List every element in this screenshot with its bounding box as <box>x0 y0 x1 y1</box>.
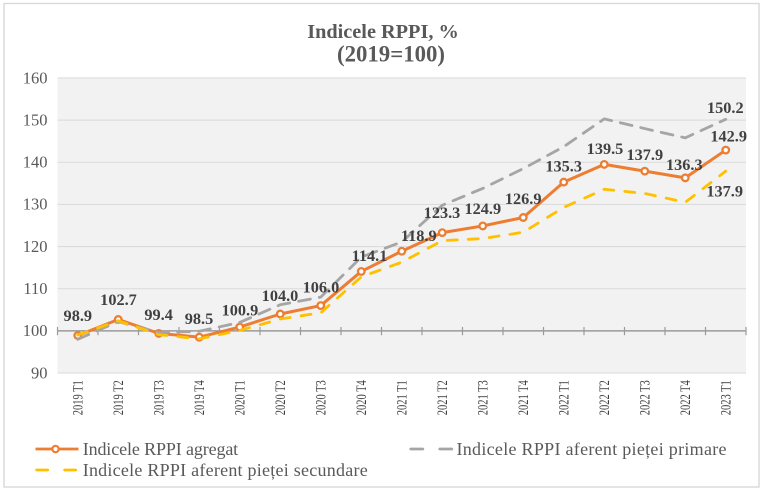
svg-text:Indicele RPPI, %: Indicele RPPI, % <box>307 21 459 43</box>
svg-text:135.3: 135.3 <box>545 156 582 175</box>
svg-text:2022 T4: 2022 T4 <box>678 380 694 416</box>
svg-text:137.9: 137.9 <box>626 145 663 164</box>
svg-text:142.9: 142.9 <box>710 127 747 146</box>
svg-text:100.9: 100.9 <box>222 301 259 320</box>
svg-text:2022 T1: 2022 T1 <box>557 380 573 415</box>
svg-text:114.1: 114.1 <box>352 246 388 265</box>
svg-text:Indicele RPPI agregat: Indicele RPPI agregat <box>83 439 239 459</box>
svg-text:2020 T4: 2020 T4 <box>354 380 370 416</box>
svg-text:90: 90 <box>31 363 48 382</box>
svg-text:124.9: 124.9 <box>464 199 501 218</box>
svg-text:150.2: 150.2 <box>707 98 744 117</box>
svg-text:2020 T3: 2020 T3 <box>314 380 330 415</box>
svg-text:2022 T2: 2022 T2 <box>597 380 613 415</box>
svg-text:100: 100 <box>23 321 48 340</box>
svg-text:137.9: 137.9 <box>706 182 743 201</box>
svg-text:2021 T4: 2021 T4 <box>516 380 532 416</box>
svg-text:104.0: 104.0 <box>262 286 299 305</box>
svg-text:2021 T1: 2021 T1 <box>395 380 411 415</box>
svg-text:2019 T3: 2019 T3 <box>152 380 168 415</box>
svg-text:120: 120 <box>23 237 48 256</box>
svg-text:2022 T3: 2022 T3 <box>638 380 654 415</box>
svg-text:2019 T1: 2019 T1 <box>71 380 87 415</box>
svg-text:150: 150 <box>23 110 48 129</box>
svg-text:126.9: 126.9 <box>505 189 542 208</box>
svg-text:123.3: 123.3 <box>424 203 461 222</box>
svg-text:98.9: 98.9 <box>64 306 93 325</box>
svg-text:2021 T3: 2021 T3 <box>476 380 492 415</box>
svg-text:2019 T4: 2019 T4 <box>192 380 208 416</box>
svg-text:2023 T1: 2023 T1 <box>719 380 735 415</box>
svg-text:130: 130 <box>23 195 48 214</box>
svg-text:2020 T2: 2020 T2 <box>273 380 289 415</box>
svg-text:110: 110 <box>23 279 47 298</box>
svg-text:139.5: 139.5 <box>587 139 624 158</box>
svg-text:2020 T1: 2020 T1 <box>233 380 249 415</box>
svg-text:102.7: 102.7 <box>100 290 137 309</box>
svg-text:Indicele RPPI aferent pieței s: Indicele RPPI aferent pieței secundare <box>83 460 368 480</box>
svg-text:136.3: 136.3 <box>666 155 703 174</box>
svg-text:2019 T2: 2019 T2 <box>111 380 127 415</box>
svg-text:2021 T2: 2021 T2 <box>435 380 451 415</box>
svg-text:118.9: 118.9 <box>401 226 437 245</box>
svg-text:(2019=100): (2019=100) <box>337 41 445 66</box>
svg-text:160: 160 <box>23 68 48 87</box>
svg-text:140: 140 <box>23 153 48 172</box>
svg-text:99.4: 99.4 <box>144 305 173 324</box>
svg-text:106.0: 106.0 <box>303 278 340 297</box>
svg-text:98.5: 98.5 <box>185 309 214 328</box>
svg-text:Indicele RPPI aferent pieței p: Indicele RPPI aferent pieței primare <box>457 439 727 459</box>
